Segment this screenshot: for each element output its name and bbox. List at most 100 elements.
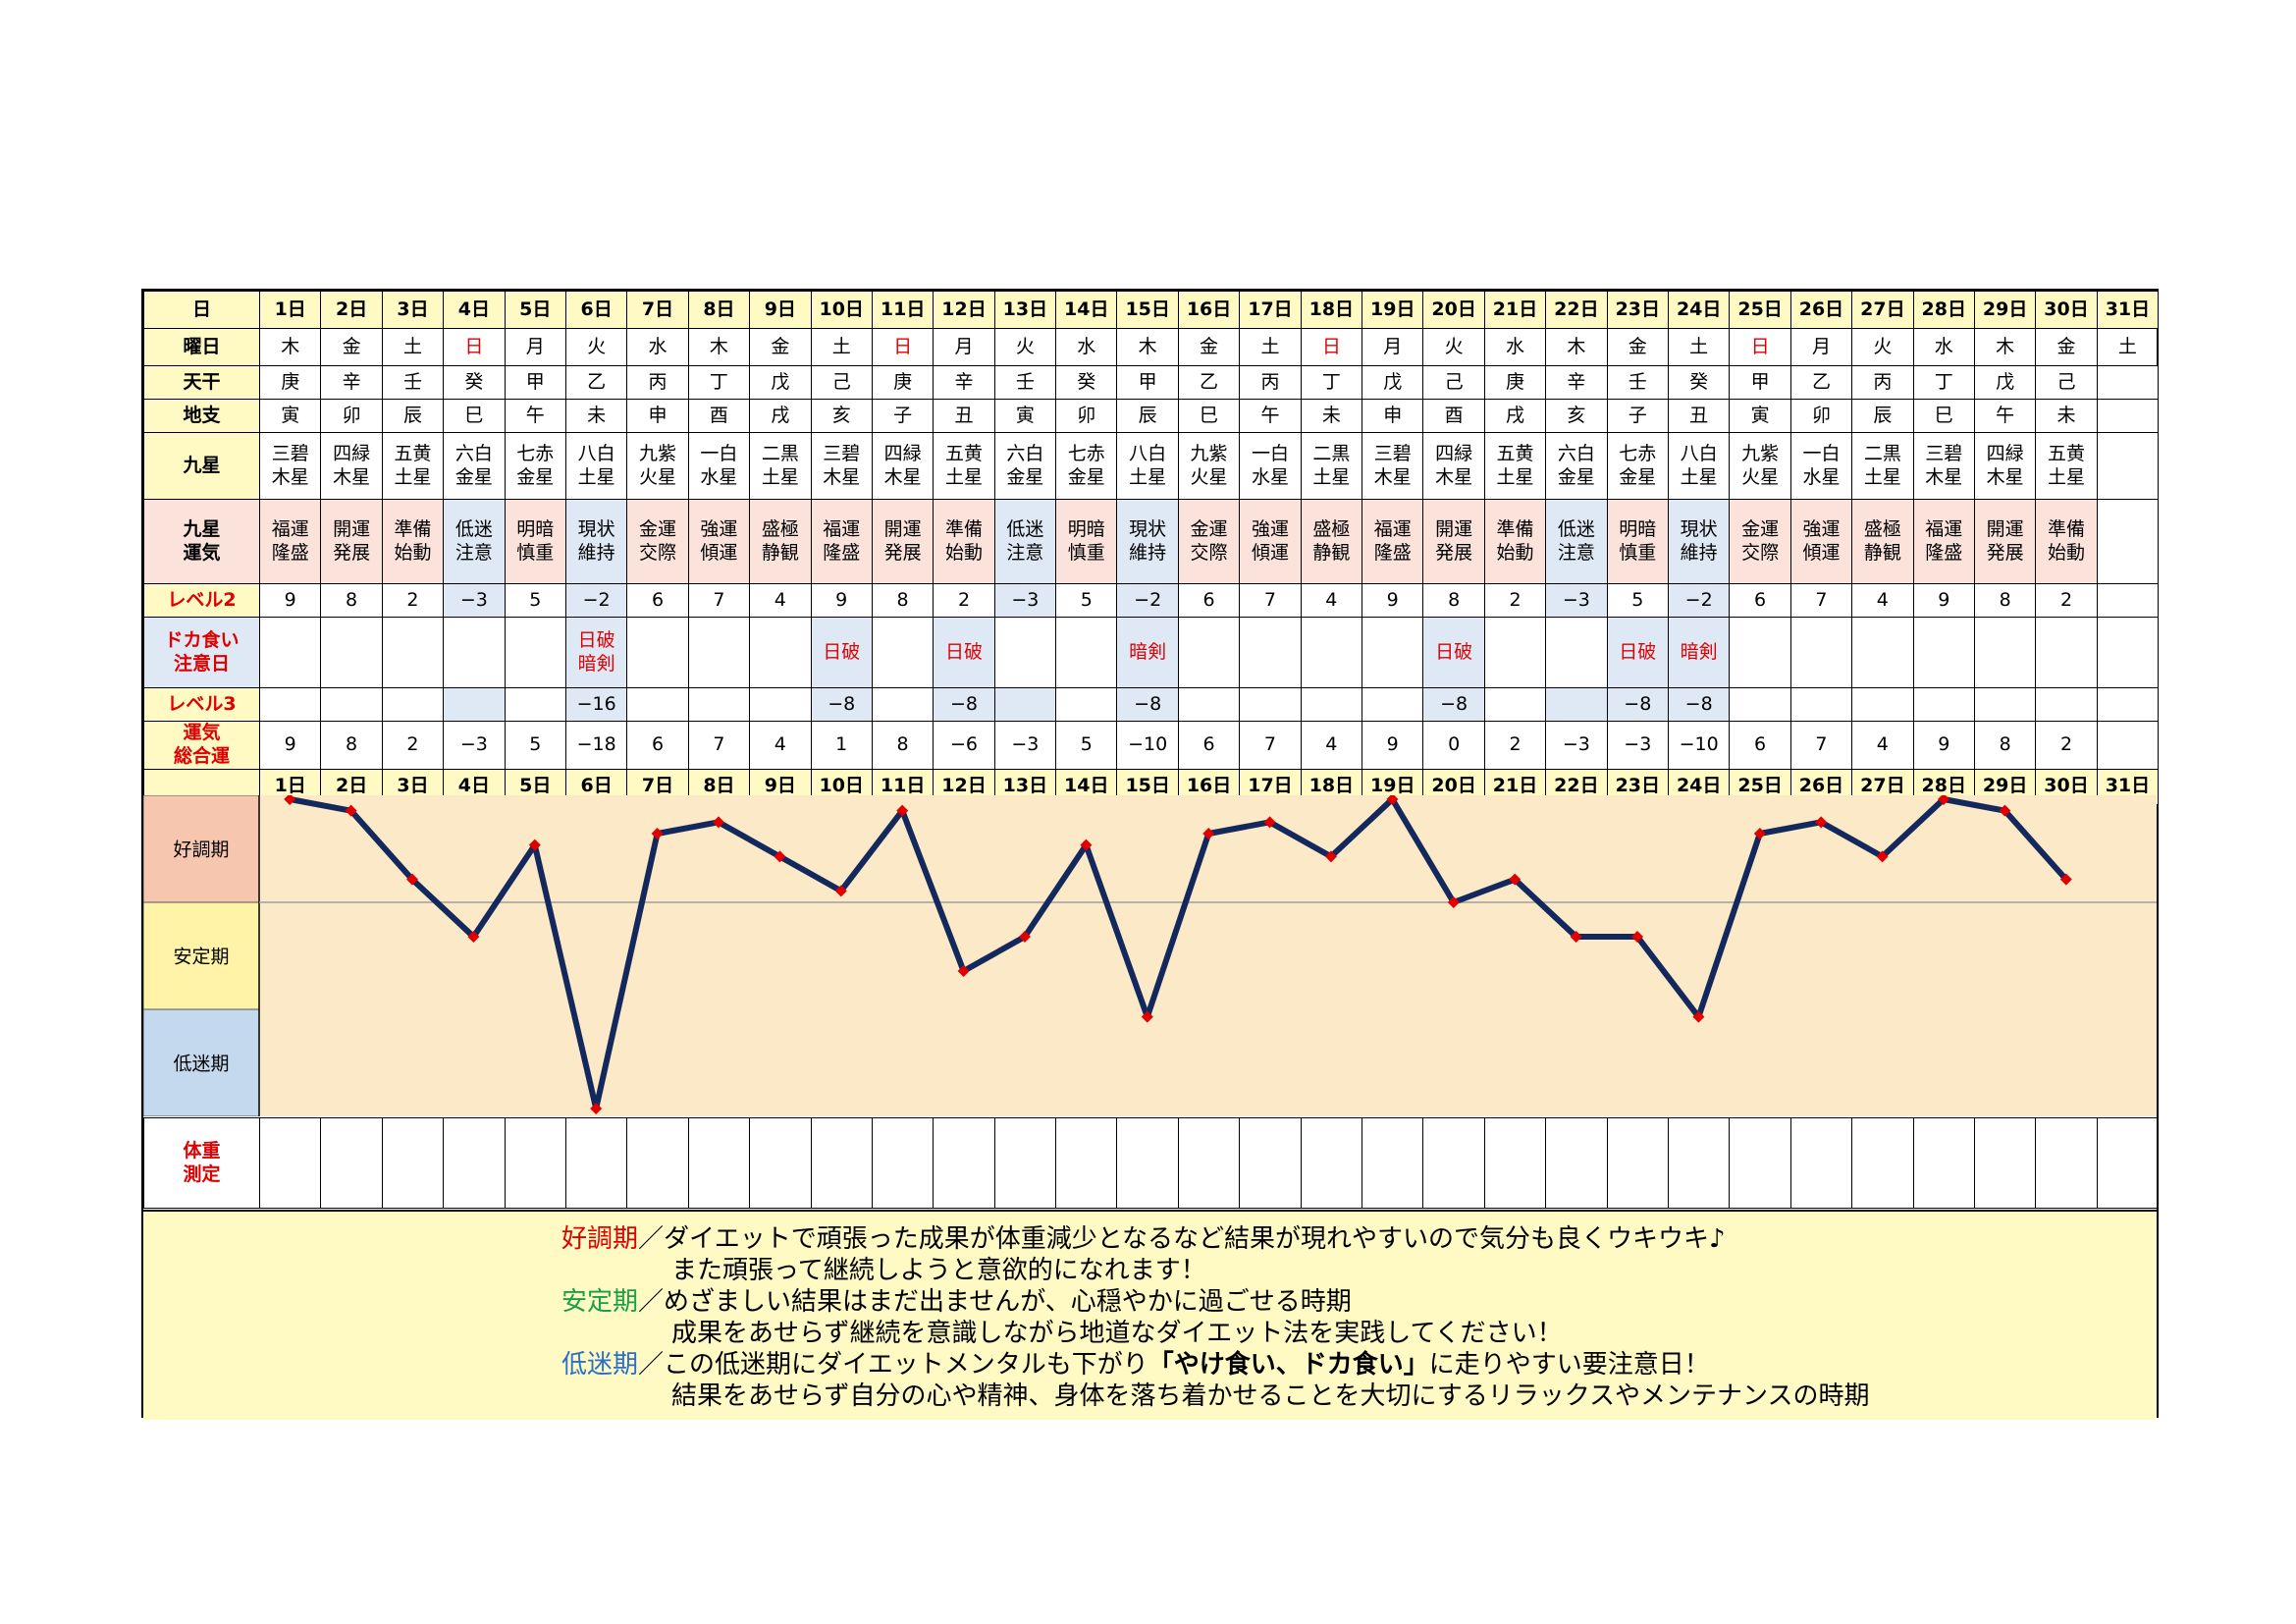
level3-row: レベル3 −16 −8 −8 −8 −8 −8 −8 (143, 687, 2160, 722)
legend-text-low-em: 「やけ食い、ドカ食い」 (1148, 1350, 1429, 1380)
chishi-cell: 辰 (381, 399, 445, 433)
tenkan-cell: 庚 (258, 365, 322, 400)
weight-input-cell[interactable] (564, 1117, 628, 1209)
weight-input-cell[interactable] (1729, 1117, 1791, 1209)
level3-cell (1729, 687, 1791, 722)
day-cell: 19日 (1362, 291, 1424, 329)
day-cell: 24日 (1667, 291, 1731, 329)
doka-cell (1177, 617, 1241, 688)
tenkan-cell: 丁 (687, 365, 751, 400)
weight-input-cell[interactable] (1116, 1117, 1179, 1209)
total-cell: 7 (1239, 721, 1302, 770)
day-cell: 23日 (1606, 291, 1669, 329)
weight-input-cell[interactable] (810, 1117, 873, 1209)
kyusei-cell: 八白 土星 (1116, 432, 1179, 500)
weight-input-cell[interactable] (1545, 1117, 1608, 1209)
tenkan-cell (2096, 365, 2160, 400)
weight-input-cell[interactable] (1239, 1117, 1302, 1209)
chishi-cell: 辰 (1851, 399, 1914, 433)
level3-cell (749, 687, 812, 722)
weight-input-cell[interactable] (1912, 1117, 1975, 1209)
weekday-cell: 水 (626, 328, 689, 366)
doka-cell (320, 617, 383, 688)
level3-cell (993, 687, 1057, 722)
doka-cell (993, 617, 1057, 688)
weight-input-cell[interactable] (1789, 1117, 1853, 1209)
weight-input-cell[interactable] (1055, 1117, 1118, 1209)
weekday-cell: 火 (564, 328, 628, 366)
doka-cell: 日破 (1422, 617, 1485, 688)
weekday-cell: 日 (1729, 328, 1791, 366)
unki-cell: 盛極 静観 (1851, 499, 1914, 584)
day-cell: 12日 (933, 291, 995, 329)
level2-cell: 8 (871, 583, 934, 618)
level2-cell: 7 (1789, 583, 1853, 618)
day-cell: 5日 (504, 291, 566, 329)
data-point-marker (1509, 873, 1522, 886)
weight-input-cell[interactable] (1300, 1117, 1363, 1209)
unki-cell: 強運 傾運 (1239, 499, 1302, 584)
weight-input-cell[interactable] (1177, 1117, 1241, 1209)
weight-input-cell[interactable] (993, 1117, 1057, 1209)
weight-input-cell[interactable] (1422, 1117, 1485, 1209)
unki-cell: 準備 始動 (2035, 499, 2098, 584)
total-cell: −6 (933, 721, 995, 770)
total-cell: −10 (1116, 721, 1179, 770)
weight-input-cell[interactable] (1483, 1117, 1547, 1209)
day-cell: 7日 (626, 291, 689, 329)
data-point-marker (2059, 873, 2072, 886)
tenkan-cell: 庚 (1483, 365, 1547, 400)
kyusei-cell: 三碧 木星 (810, 432, 873, 500)
weight-input-cell[interactable] (1667, 1117, 1731, 1209)
band-good-label: 好調期 (173, 839, 229, 861)
unki-cell: 現状 維持 (1116, 499, 1179, 584)
weight-input-cell[interactable] (626, 1117, 689, 1209)
legend-line-low: 低迷期／この低迷期にダイエットメンタルも下がり「やけ食い、ドカ食い」に走りやすい… (561, 1349, 1869, 1380)
weight-input-cell[interactable] (381, 1117, 445, 1209)
weight-input-cell[interactable] (320, 1117, 383, 1209)
level2-cell: 7 (687, 583, 751, 618)
chishi-cell: 子 (871, 399, 934, 433)
level2-cell: −3 (443, 583, 506, 618)
total-cell: 4 (749, 721, 812, 770)
weight-input-cell[interactable] (1606, 1117, 1669, 1209)
total-row: 運気 総合運 9 8 2 −3 5 −18 6 7 4 1 8 −6 −3 5 −10 6 7 4 9 0 2 −3 −3 −1… (143, 721, 2160, 770)
weight-input-cell[interactable] (258, 1117, 322, 1209)
day-cell: 22日 (1545, 291, 1608, 329)
total-row-label: 運気 総合運 (143, 721, 260, 770)
doka-cell: 日破 (810, 617, 873, 688)
unki-cell: 開運 発展 (320, 499, 383, 584)
weight-input-cell[interactable] (1851, 1117, 1914, 1209)
weight-input-cell[interactable] (504, 1117, 566, 1209)
data-point-marker (1325, 850, 1337, 863)
total-cell: 2 (2035, 721, 2098, 770)
total-cell: −3 (993, 721, 1057, 770)
weight-input-cell[interactable] (933, 1117, 995, 1209)
doka-cell (1912, 617, 1975, 688)
doka-cell (1362, 617, 1424, 688)
weekday-cell: 日 (1300, 328, 1363, 366)
weekday-cell: 木 (258, 328, 322, 366)
weight-input-cell[interactable] (443, 1117, 506, 1209)
weight-input-cell[interactable] (687, 1117, 751, 1209)
weekday-cell: 土 (810, 328, 873, 366)
weight-input-cell[interactable] (1973, 1117, 2037, 1209)
doka-cell (1239, 617, 1302, 688)
weight-input-cell[interactable] (1362, 1117, 1424, 1209)
weekday-cell: 月 (504, 328, 566, 366)
doka-cell: 暗剣 (1667, 617, 1731, 688)
tenkan-cell: 己 (810, 365, 873, 400)
legend-line-good: 好調期／ダイエットで頑張った成果が体重減少となるなど結果が現れやすいので気分も良… (561, 1223, 1869, 1255)
tenkan-cell: 乙 (1789, 365, 1853, 400)
level2-cell: 4 (749, 583, 812, 618)
level3-cell (2096, 687, 2160, 722)
tenkan-cell: 丙 (1851, 365, 1914, 400)
weight-input-cell[interactable] (749, 1117, 812, 1209)
level3-row-label: レベル3 (143, 687, 260, 722)
weight-input-cell[interactable] (2035, 1117, 2098, 1209)
weight-input-cell[interactable] (871, 1117, 934, 1209)
day-cell: 27日 (1851, 291, 1914, 329)
weekday-cell: 土 (381, 328, 445, 366)
tenkan-cell: 庚 (871, 365, 934, 400)
weight-input-cell[interactable] (2096, 1117, 2160, 1209)
